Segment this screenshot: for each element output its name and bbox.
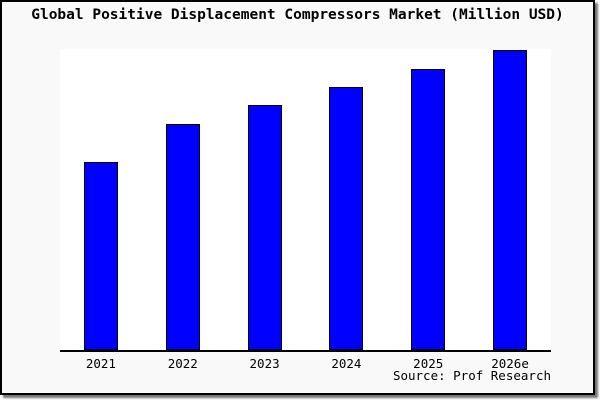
bar-slot-2024 — [305, 49, 387, 350]
bar-2021 — [83, 161, 118, 350]
chart-title: Global Positive Displacement Compressors… — [31, 7, 564, 23]
bar-2022 — [165, 124, 200, 350]
bar-slot-2022 — [142, 49, 224, 350]
bar-slot-2021 — [60, 49, 142, 350]
x-tick-label-2024: 2024 — [331, 356, 362, 371]
chart-card: Global Positive Displacement Compressors… — [0, 0, 595, 395]
source-note: Source: Prof Research — [392, 368, 551, 383]
x-tick-label-2022: 2022 — [167, 356, 198, 371]
bar-slot-2023 — [224, 49, 306, 350]
x-tick-label-2023: 2023 — [249, 356, 280, 371]
x-tick-label-2021: 2021 — [85, 356, 116, 371]
bar-2026e — [493, 50, 528, 350]
plot-area — [60, 49, 551, 352]
bar-slot-2026e — [469, 49, 551, 350]
bar-2024 — [329, 86, 364, 350]
bar-2023 — [247, 104, 282, 350]
x-tick-label-2025: 2025 — [413, 356, 444, 371]
x-axis-labels: 2021 2022 2023 2024 2025 2026e — [60, 356, 551, 371]
x-tick-label-2026e: 2026e — [491, 356, 529, 371]
bar-2025 — [411, 68, 446, 350]
bar-slot-2025 — [387, 49, 469, 350]
